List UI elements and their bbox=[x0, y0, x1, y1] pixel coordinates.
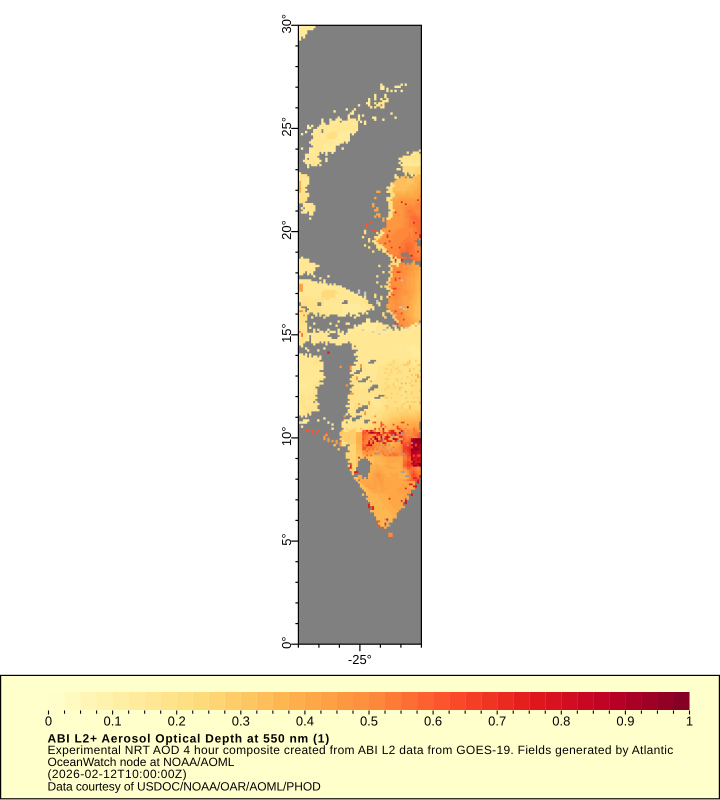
svg-text:0.6: 0.6 bbox=[424, 713, 442, 728]
svg-text:10°: 10° bbox=[279, 426, 294, 446]
svg-text:30°: 30° bbox=[279, 14, 294, 34]
svg-text:1: 1 bbox=[686, 713, 693, 728]
svg-text:5°: 5° bbox=[279, 533, 294, 545]
svg-text:0.3: 0.3 bbox=[232, 713, 250, 728]
svg-text:0.9: 0.9 bbox=[616, 713, 634, 728]
svg-text:0.4: 0.4 bbox=[296, 713, 314, 728]
svg-text:OceanWatch node at NOAA/AOML: OceanWatch node at NOAA/AOML bbox=[48, 755, 235, 769]
svg-text:-25°: -25° bbox=[348, 652, 372, 667]
svg-text:Data courtesy of USDOC/NOAA/OA: Data courtesy of USDOC/NOAA/OAR/AOML/PHO… bbox=[48, 779, 322, 793]
svg-text:ABI L2+ Aerosol Optical Depth: ABI L2+ Aerosol Optical Depth at 550 nm … bbox=[48, 731, 330, 745]
svg-text:0.2: 0.2 bbox=[168, 713, 186, 728]
svg-text:25°: 25° bbox=[279, 117, 294, 137]
svg-text:0.8: 0.8 bbox=[552, 713, 570, 728]
svg-text:(2026-02-12T10:00:00Z): (2026-02-12T10:00:00Z) bbox=[48, 767, 188, 781]
svg-text:Experimental NRT AOD 4 hour co: Experimental NRT AOD 4 hour composite cr… bbox=[48, 743, 674, 757]
svg-text:0.5: 0.5 bbox=[360, 713, 378, 728]
svg-text:0°: 0° bbox=[279, 636, 294, 648]
svg-text:0.7: 0.7 bbox=[488, 713, 506, 728]
svg-text:20°: 20° bbox=[279, 220, 294, 240]
svg-text:15°: 15° bbox=[279, 323, 294, 343]
svg-text:0: 0 bbox=[45, 713, 52, 728]
svg-text:0.1: 0.1 bbox=[104, 713, 122, 728]
